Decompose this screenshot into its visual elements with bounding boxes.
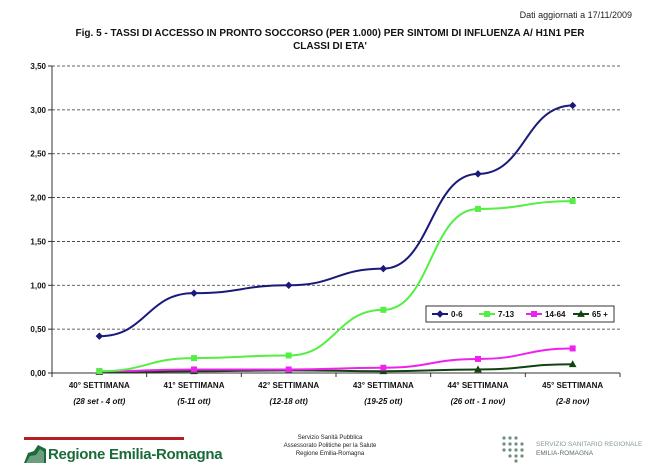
data-point-14-64 (475, 355, 481, 362)
center-line3: Regione Emilia-Romagna (295, 451, 365, 457)
y-tick-label: 2,00 (30, 194, 46, 203)
figure-title-line2: CLASSI DI ETA' (293, 41, 367, 52)
legend-marker-0-6 (436, 310, 444, 318)
x-tick-sublabel: (26 ott - 1 nov) (451, 397, 506, 406)
y-tick-label: 1,50 (30, 237, 46, 246)
legend-marker-65 (577, 309, 585, 317)
legend-label-65: 65 + (592, 310, 608, 319)
data-point-7-13 (475, 205, 481, 212)
x-tick-sublabel: (19-25 ott) (364, 397, 403, 406)
date-note: Dati aggiornati a 17/11/2009 (519, 10, 632, 20)
data-point-14-64 (380, 364, 387, 371)
ssr-line1: SERVIZIO SANITARIO REGIONALE (536, 441, 643, 448)
legend-box (425, 305, 615, 323)
data-point-7-13 (569, 198, 576, 205)
center-line1: Servizio Sanità Pubblica (297, 435, 363, 441)
x-tick-label: 42° SETTIMANA (258, 381, 319, 390)
logo-red-bar (24, 437, 184, 440)
x-tick-sublabel: (2-8 nov) (556, 397, 590, 406)
x-tick-sublabel: (5-11 ott) (177, 397, 211, 406)
data-point-14-64 (569, 345, 576, 352)
x-tick-sublabel: (28 set - 4 ott) (73, 397, 125, 406)
legend-marker-7-13 (484, 311, 490, 317)
data-point-7-13 (380, 306, 387, 313)
x-tick-label: 44° SETTIMANA (448, 381, 509, 390)
data-point-65 (379, 367, 388, 375)
regione-emilia-romagna-logo: Regione Emilia-Romagna (24, 433, 223, 473)
x-tick-label: 43° SETTIMANA (353, 381, 414, 390)
x-tick-label: 40° SETTIMANA (69, 381, 130, 390)
x-tick-label: 45° SETTIMANA (542, 381, 603, 390)
series-line-0-6 (99, 104, 573, 338)
figure-title: Fig. 5 - TASSI DI ACCESSO IN PRONTO SOCC… (40, 27, 620, 53)
data-point-0-6 (95, 332, 104, 340)
data-point-7-13 (96, 368, 103, 375)
data-point-14-64 (191, 366, 197, 373)
legend-label-7-13: 7-13 (498, 310, 515, 319)
series-line-14-64 (99, 347, 573, 373)
y-tick-label: 0,50 (30, 325, 46, 334)
data-point-14-64 (285, 366, 292, 373)
y-tick-label: 2,50 (30, 150, 46, 159)
ssr-line2: EMILIA-ROMAGNA (536, 450, 594, 457)
ssr-dots-icon (502, 436, 524, 463)
series-line-65 (99, 363, 573, 374)
data-point-0-6 (284, 281, 293, 289)
data-point-0-6 (568, 101, 577, 110)
legend-label-0-6: 0-6 (451, 310, 463, 319)
data-point-65 (474, 365, 482, 373)
x-tick-sublabel: (12-18 ott) (270, 397, 309, 406)
center-line2: Assessorato Politiche per la Salute (283, 443, 377, 449)
figure-title-line1: Fig. 5 - TASSI DI ACCESSO IN PRONTO SOCC… (75, 28, 585, 39)
data-point-0-6 (474, 170, 482, 178)
data-point-65 (568, 360, 577, 368)
region-map-icon (24, 445, 46, 463)
y-tick-label: 3,50 (30, 62, 46, 71)
data-point-0-6 (379, 264, 388, 273)
line-chart: 0,00 0,50 1,00 1,50 2,00 2,50 3,00 3,50 40° SETT… (30, 62, 621, 406)
y-tick-label: 0,00 (30, 369, 46, 378)
regione-logo-text: Regione Emilia-Romagna (48, 446, 223, 463)
series-line-7-13 (99, 200, 573, 373)
y-tick-label: 3,00 (30, 106, 46, 115)
servizio-sanitario-logo: SERVIZIO SANITARIO REGIONALE EMILIA-ROMA… (500, 434, 650, 470)
servizio-sanita-block: Servizio Sanità Pubblica Assessorato Pol… (270, 434, 390, 458)
data-point-0-6 (190, 289, 198, 297)
legend-label-14-64: 14-64 (545, 310, 566, 319)
legend-marker-14-64 (531, 311, 537, 317)
y-tick-label: 1,00 (30, 281, 46, 290)
x-tick-label: 41° SETTIMANA (164, 381, 225, 390)
ssr-text: SERVIZIO SANITARIO REGIONALE EMILIA-ROMA… (536, 440, 642, 458)
data-point-7-13 (285, 352, 292, 359)
data-point-7-13 (191, 355, 197, 362)
footer: Regione Emilia-Romagna Servizio Sanità P… (0, 430, 660, 474)
